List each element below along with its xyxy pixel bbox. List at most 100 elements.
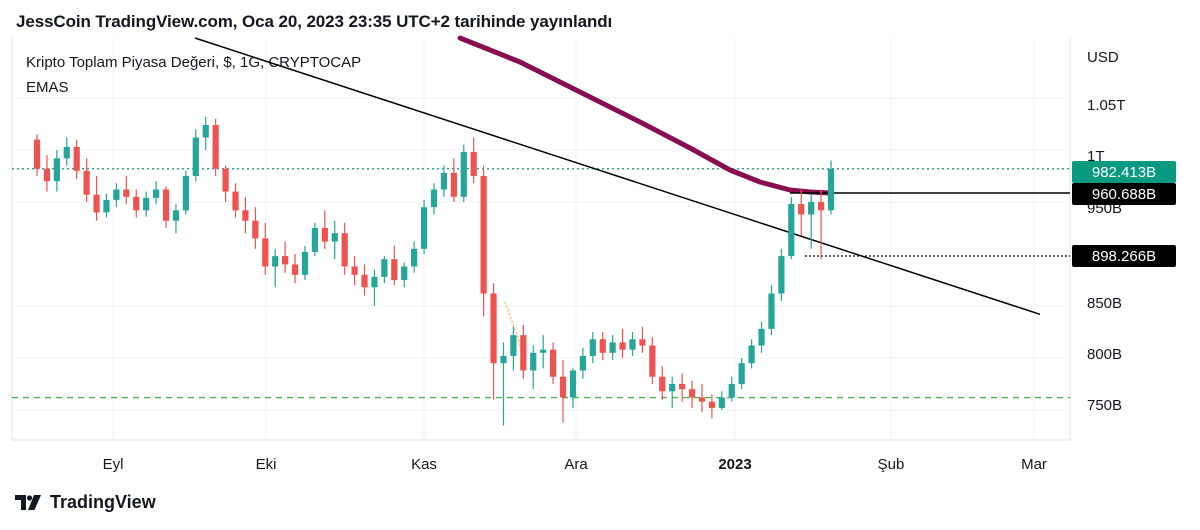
price-label-bg (1072, 161, 1176, 183)
candle (520, 324, 527, 379)
candle (768, 285, 775, 336)
currency-label: USD (1087, 49, 1119, 66)
candle (619, 328, 626, 358)
candle (609, 335, 616, 361)
candle-body (291, 264, 299, 275)
candle-body (311, 228, 318, 252)
candle-body (113, 189, 120, 200)
candle-body (788, 204, 795, 257)
candle (341, 222, 348, 275)
candle (827, 160, 835, 215)
candle-body (649, 345, 656, 377)
candle-body (212, 125, 219, 169)
candle (381, 256, 388, 284)
candle-body (659, 376, 666, 392)
candle-body (272, 256, 279, 267)
candle-body (708, 401, 715, 408)
candle-body (639, 339, 646, 346)
indicator-label[interactable]: EMAS (26, 79, 69, 96)
candle (291, 254, 299, 284)
x-axis-tick-label: Kas (411, 456, 437, 473)
candle-body (341, 233, 348, 267)
candle (718, 391, 725, 410)
candle (133, 189, 140, 218)
candle (817, 189, 825, 260)
candle (559, 360, 567, 423)
candle (401, 262, 408, 288)
candle-body (361, 274, 368, 288)
candle-body (262, 238, 269, 267)
candle-body (550, 349, 557, 377)
candle-body (688, 389, 696, 398)
candle (808, 193, 815, 249)
candle-body (817, 202, 825, 211)
candle-body (599, 339, 606, 353)
candle (450, 158, 457, 202)
candle (420, 199, 428, 254)
candle (550, 342, 557, 384)
candle-body (232, 191, 239, 211)
annotation-dotted-segment (504, 301, 523, 351)
candle (480, 165, 487, 317)
candle (470, 137, 477, 184)
candle (579, 347, 586, 379)
candle-body (629, 339, 636, 350)
candle (530, 345, 537, 390)
candle-body (510, 335, 517, 356)
y-axis-tick-label: 1.05T (1087, 97, 1125, 114)
candle-body (411, 248, 418, 267)
candle-body (153, 189, 160, 198)
candle (391, 245, 398, 286)
candle-body (500, 355, 507, 364)
candle (688, 380, 696, 408)
candle-body (460, 152, 467, 197)
x-axis-tick-label: Şub (878, 456, 905, 473)
candle-body (728, 384, 735, 398)
candle-body (73, 146, 80, 171)
x-axis-tick-label: Mar (1021, 456, 1047, 473)
candle-body (103, 199, 110, 213)
price-label-text: 982.413B (1092, 164, 1156, 181)
candle-body (609, 342, 616, 353)
candle-body (520, 335, 527, 371)
candle-body (579, 355, 586, 371)
chart-title[interactable]: Kripto Toplam Piyasa Değeri, $, 1G, CRYP… (26, 54, 362, 71)
candle (649, 337, 656, 384)
y-axis-tick-label: 850B (1087, 295, 1122, 312)
candle (411, 241, 418, 273)
candle-body (133, 196, 140, 211)
candle-body (93, 194, 100, 213)
candle-body (143, 197, 150, 211)
footer-brand[interactable]: TradingView (14, 492, 156, 513)
candle (272, 248, 279, 288)
candle-body (202, 125, 209, 138)
candle-body (53, 158, 60, 182)
candle-body (420, 207, 428, 249)
candle-body (768, 293, 775, 329)
candle (669, 376, 676, 408)
candle-body (540, 349, 547, 353)
candle-body (679, 384, 686, 390)
candle-body (530, 352, 537, 371)
candle (232, 183, 239, 218)
candle (659, 366, 666, 400)
candle (311, 222, 318, 257)
candle (63, 137, 70, 166)
candle (728, 376, 735, 402)
tradingview-logo-icon (15, 494, 41, 510)
price-label-current: 982.413B (1072, 161, 1176, 183)
candle (679, 373, 686, 402)
candle-body (490, 293, 497, 364)
candle (331, 220, 338, 260)
candle-body (222, 168, 229, 192)
candle (252, 207, 259, 249)
candle-body (331, 233, 338, 242)
candle-body (391, 259, 398, 280)
candle-body (301, 251, 309, 275)
candle-body (798, 204, 805, 215)
candle-body (123, 189, 130, 197)
candle-body (371, 276, 378, 288)
candle (113, 183, 120, 208)
candle-body (242, 210, 249, 221)
